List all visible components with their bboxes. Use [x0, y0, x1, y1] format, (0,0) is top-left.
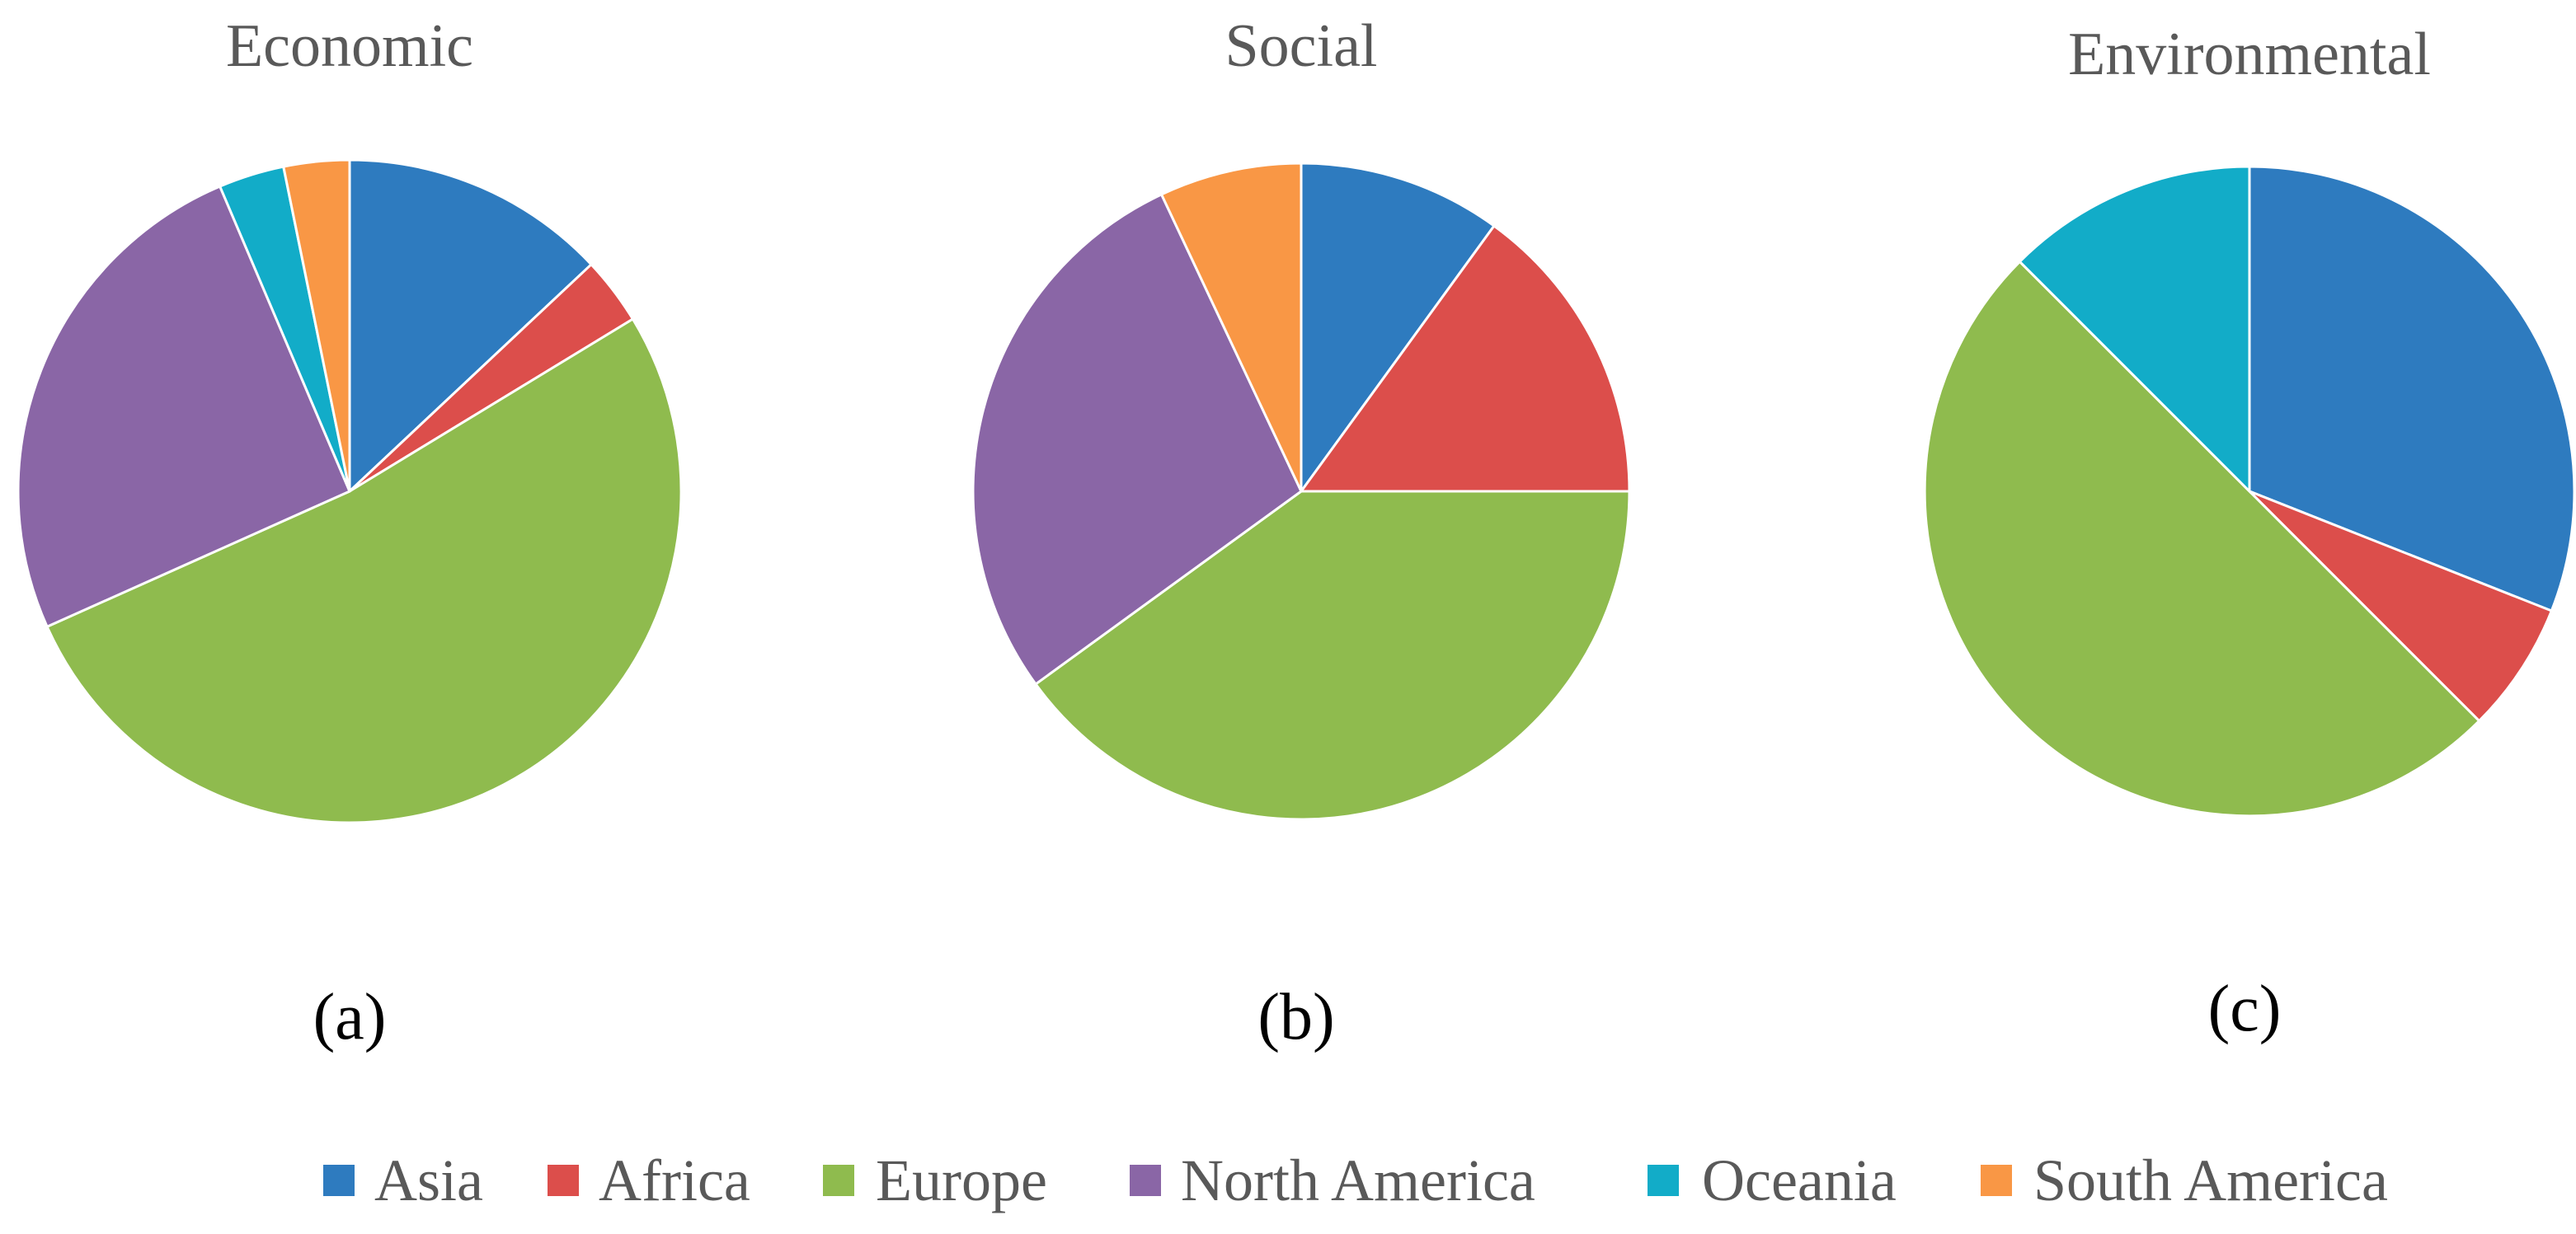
legend-item-south-america: South America: [1981, 1147, 2388, 1213]
legend-swatch-south-america: [1981, 1165, 2012, 1196]
legend-label-africa: Africa: [599, 1147, 750, 1213]
pie-slice-social-asia: [1300, 162, 1497, 495]
legend: Asia Africa Europe North America Oceania…: [323, 1147, 2388, 1213]
pie-slice-environmental-asia: [2248, 165, 2576, 612]
pie-title-economic: Economic: [226, 12, 473, 80]
legend-item-north-america: North America: [1130, 1147, 1535, 1213]
pie-slice-social-south-america: [1159, 162, 1303, 492]
pie-title-environmental: Environmental: [2068, 21, 2431, 88]
legend-item-oceania: Oceania: [1648, 1147, 1897, 1213]
pie-slice-environmental-europe: [1923, 260, 2481, 818]
panel-label-a: (a): [313, 981, 387, 1053]
pie-economic: [16, 158, 683, 824]
legend-item-asia: Asia: [323, 1147, 483, 1213]
pie-title-social: Social: [1225, 12, 1378, 80]
pie-slice-social-europe: [1033, 490, 1631, 821]
panel-label-c: (c): [2208, 973, 2282, 1045]
pie-panel-environmental: Environmental (c): [1923, 21, 2576, 1045]
legend-label-oceania: Oceania: [1702, 1147, 1897, 1213]
legend-label-south-america: South America: [2033, 1147, 2388, 1213]
legend-swatch-asia: [323, 1165, 355, 1196]
pie-slice-environmental-africa: [2248, 490, 2554, 723]
pie-panel-social: Social (b): [971, 12, 1631, 1053]
legend-item-africa: Africa: [548, 1147, 750, 1213]
legend-swatch-africa: [548, 1165, 579, 1196]
pie-environmental: [1923, 165, 2576, 818]
legend-label-asia: Asia: [374, 1147, 483, 1213]
legend-swatch-europe: [823, 1165, 854, 1196]
pie-slice-social-north-america: [971, 192, 1303, 687]
pie-slice-social-africa: [1299, 223, 1631, 493]
pie-social: [971, 162, 1631, 821]
pie-slice-economic-asia: [348, 158, 594, 495]
legend-label-europe: Europe: [876, 1147, 1047, 1213]
legend-item-europe: Europe: [823, 1147, 1047, 1213]
pie-slice-environmental-oceania: [2018, 165, 2251, 495]
pie-slice-economic-north-america: [16, 185, 351, 629]
pie-slice-economic-europe: [45, 317, 683, 824]
panel-label-b: (b): [1257, 981, 1334, 1053]
pie-panel-economic: Economic (a): [16, 12, 683, 1053]
legend-swatch-north-america: [1130, 1165, 1161, 1196]
pie-slice-economic-south-america: [281, 158, 351, 492]
legend-swatch-oceania: [1648, 1165, 1679, 1196]
legend-label-north-america: North America: [1181, 1147, 1535, 1213]
